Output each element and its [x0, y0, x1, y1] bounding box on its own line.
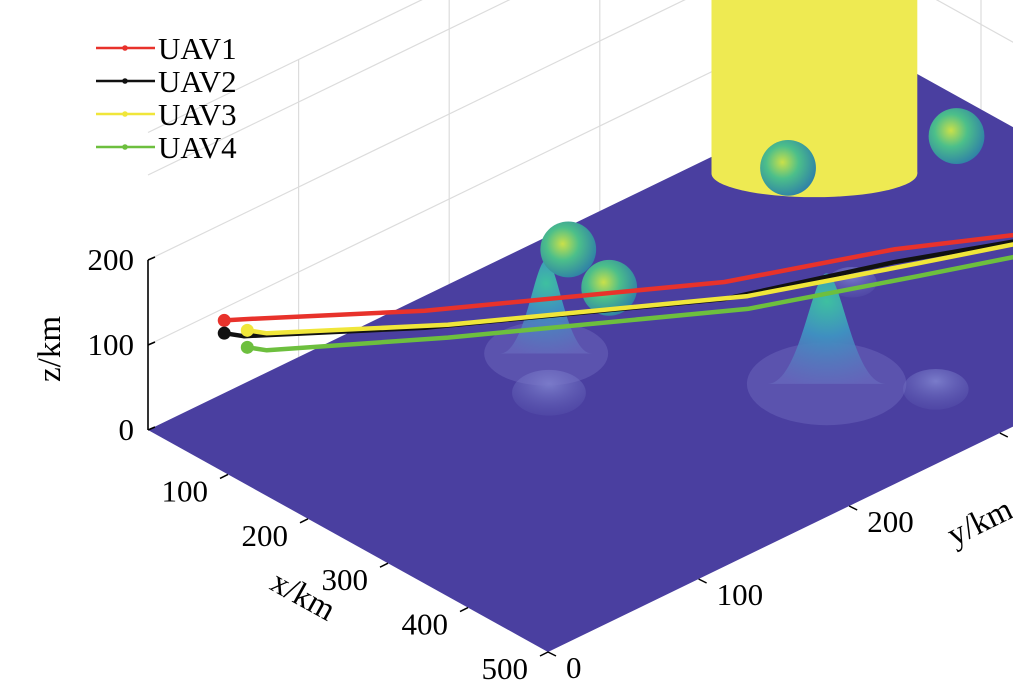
- grid-line: [147, 0, 423, 134]
- y-tick-label: 200: [867, 504, 914, 539]
- z-tick: [147, 426, 156, 431]
- uav-start-marker: [217, 313, 231, 327]
- y-tick: [848, 505, 858, 511]
- cylinder-body: [711, 0, 918, 174]
- uav-start-marker: [240, 340, 254, 354]
- uav-start-marker: [240, 323, 254, 337]
- z-tick-label: 200: [88, 242, 135, 277]
- uav-path-4: [246, 254, 1013, 353]
- legend-marker: [122, 45, 128, 51]
- y-tick: [547, 651, 557, 657]
- x-tick-label: 100: [162, 473, 209, 508]
- dome-obstacle: [903, 368, 969, 410]
- legend-label-3: UAV3: [158, 97, 237, 132]
- z-tick: [147, 256, 156, 261]
- x-tick-label: 300: [322, 562, 369, 597]
- sphere-obstacle: [928, 108, 985, 164]
- terrain-floor: [148, 65, 1013, 652]
- axis-layer: 01002001002003004005000100200300400500z/…: [32, 242, 1013, 681]
- z-tick: [147, 341, 156, 346]
- uav-path-1: [224, 232, 1013, 323]
- uav-path-layer: [217, 232, 1013, 354]
- legend-marker: [122, 78, 128, 84]
- x-tick: [379, 562, 389, 568]
- grid-line: [147, 0, 1013, 346]
- y-tick: [999, 432, 1009, 438]
- z-axis-label: z/km: [32, 316, 68, 382]
- z-tick-label: 100: [88, 327, 135, 362]
- sphere-obstacle: [540, 221, 597, 278]
- legend-label-2: UAV2: [158, 64, 237, 99]
- peak-obstacle: [767, 273, 886, 384]
- x-tick: [219, 473, 229, 480]
- y-axis-label: y/km: [942, 491, 1013, 553]
- x-tick: [459, 606, 469, 613]
- z-tick-label: 0: [119, 412, 135, 447]
- legend-label-4: UAV4: [158, 130, 237, 165]
- x-tick-label: 500: [482, 651, 529, 681]
- y-tick-label: 0: [566, 650, 582, 681]
- uav-start-marker: [217, 326, 231, 340]
- y-tick: [698, 578, 707, 584]
- legend-marker: [122, 111, 128, 117]
- sphere-obstacle: [581, 259, 638, 316]
- legend-marker: [122, 144, 128, 150]
- x-tick-label: 200: [242, 518, 289, 553]
- x-tick: [539, 651, 549, 657]
- obstacle-layer: [484, 0, 985, 426]
- x-tick: [299, 518, 309, 524]
- x-tick-label: 400: [402, 607, 449, 642]
- uav-path-3: [246, 242, 1013, 336]
- grid-line: [147, 0, 686, 261]
- y-tick-label: 100: [717, 577, 764, 612]
- sphere-obstacle: [760, 139, 816, 196]
- dome-obstacle: [512, 369, 586, 416]
- grid-line: [147, 0, 511, 176]
- legend-label-1: UAV1: [158, 31, 237, 66]
